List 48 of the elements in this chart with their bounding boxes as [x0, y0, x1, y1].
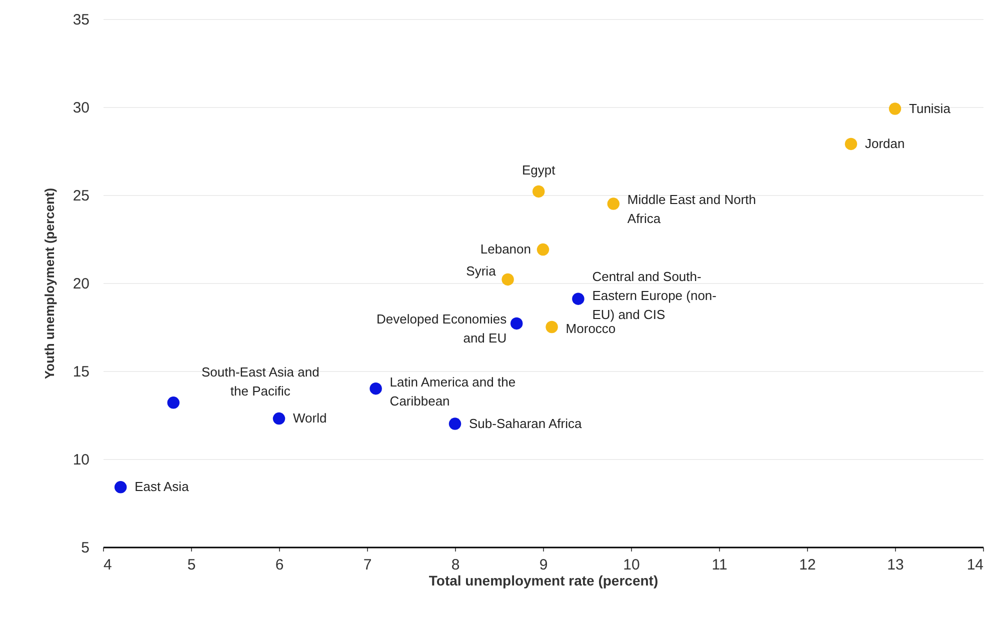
- y-tick-label: 10: [72, 452, 90, 468]
- annotation: Morocco: [566, 321, 616, 336]
- point: [607, 198, 620, 210]
- point: [572, 292, 584, 305]
- x-tick-label: 5: [187, 556, 196, 574]
- y-tick-label: 15: [72, 364, 90, 380]
- point: [532, 185, 545, 198]
- annotation: Latin America and the Caribbean: [390, 374, 516, 409]
- annotation: South-East Asia and the Pacific: [201, 364, 320, 399]
- x-tick-label: 7: [363, 556, 372, 574]
- annotation: Syria: [466, 263, 497, 278]
- point: [502, 273, 514, 286]
- point: [272, 412, 286, 425]
- point: [167, 396, 180, 409]
- x-tick-label: 9: [539, 556, 548, 574]
- point: [370, 382, 382, 395]
- y-tick-label: 35: [72, 12, 90, 28]
- y-tick-label: 30: [72, 100, 90, 116]
- annotation: Jordan: [865, 136, 905, 151]
- point: [510, 317, 523, 330]
- y-axis-title: Youth unemployment (percent): [42, 188, 57, 380]
- x-tick-label: 6: [275, 556, 284, 574]
- annotation: Developed Economies and EU: [376, 311, 508, 346]
- annotation: East Asia: [134, 479, 190, 494]
- y-tick-label: 25: [72, 188, 90, 204]
- point: [888, 102, 902, 115]
- annotation: Lebanon: [480, 242, 531, 257]
- x-tick-label: 8: [451, 556, 460, 574]
- y-tick-label: 20: [72, 276, 90, 292]
- x-tick-label: 14: [966, 556, 984, 574]
- annotation: World: [293, 410, 327, 426]
- x-tick-label: 10: [623, 556, 640, 574]
- point: [536, 243, 550, 256]
- annotation: Central and South- Eastern Europe (non- EU) and CIS: [592, 268, 716, 322]
- y-tick-label: 5: [81, 540, 90, 556]
- annotation: Tunisia: [909, 100, 952, 116]
- point: [546, 320, 558, 334]
- annotation: Sub-Saharan Africa: [469, 416, 583, 431]
- x-tick-label: 12: [799, 556, 816, 574]
- point: [448, 418, 462, 430]
- point: [844, 138, 858, 150]
- x-axis-title: Total unemployment rate (percent): [428, 572, 658, 588]
- point: [114, 481, 127, 494]
- x-tick-label: 4: [104, 556, 112, 574]
- annotation: Middle East and North Africa: [627, 192, 756, 226]
- annotation: Egypt: [522, 162, 556, 178]
- x-tick-label: 13: [887, 556, 904, 574]
- x-tick-label: 11: [712, 556, 728, 574]
